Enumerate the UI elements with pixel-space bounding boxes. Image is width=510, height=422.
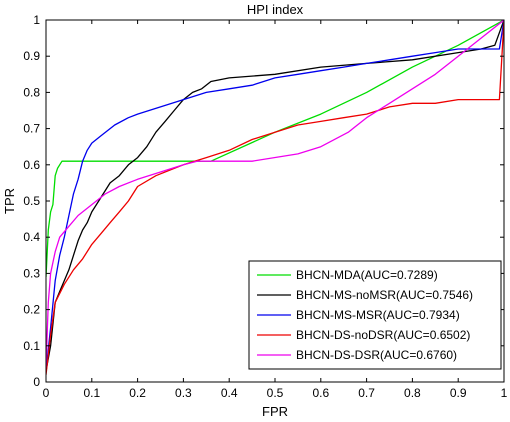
x-tick-label: 0.3: [175, 386, 192, 400]
x-tick-label: 1: [501, 386, 508, 400]
y-tick-label: 0.5: [23, 194, 40, 208]
legend-label-3: BHCN-MS-MSR(AUC=0.7934): [296, 308, 460, 322]
y-tick-label: 0.4: [23, 230, 40, 244]
legend: BHCN-MDA(AUC=0.7289) BHCN-MS-noMSR(AUC=0.…: [248, 260, 502, 370]
y-axis-label: TPR: [2, 188, 17, 214]
legend-label-1: BHCN-MDA(AUC=0.7289): [296, 268, 438, 282]
y-tick-label: 0.7: [23, 122, 40, 136]
x-tick-label: 0.2: [129, 386, 146, 400]
y-tick-label: 0.3: [23, 266, 40, 280]
legend-label-2: BHCN-MS-noMSR(AUC=0.7546): [296, 288, 473, 302]
series-line-5: [46, 20, 504, 368]
x-tick-label: 0.1: [83, 386, 100, 400]
series-lines: [46, 20, 504, 375]
series-line-1: [46, 20, 504, 278]
y-tick-label: 0.6: [23, 158, 40, 172]
series-line-3: [46, 20, 504, 372]
y-tick-label: 0.9: [23, 49, 40, 63]
series-line-2: [46, 20, 504, 372]
x-tick-label: 0: [43, 386, 50, 400]
x-axis-label: FPR: [262, 404, 288, 419]
legend-label-4: BHCN-DS-noDSR(AUC=0.6502): [296, 328, 470, 342]
x-tick-label: 0.4: [221, 386, 238, 400]
x-tick-label: 0.9: [450, 386, 467, 400]
y-tick-label: 0.1: [23, 339, 40, 353]
x-tick-label: 0.5: [267, 386, 284, 400]
legend-label-5: BHCN-DS-DSR(AUC=0.6760): [296, 348, 457, 362]
x-tick-label: 0.8: [404, 386, 421, 400]
chart-title: HPI index: [247, 2, 304, 17]
y-tick-label: 0: [33, 375, 40, 389]
y-tick-label: 1: [33, 13, 40, 27]
x-tick-label: 0.6: [312, 386, 329, 400]
y-tick-label: 0.8: [23, 85, 40, 99]
y-tick-label: 0.2: [23, 303, 40, 317]
x-tick-label: 0.7: [358, 386, 375, 400]
